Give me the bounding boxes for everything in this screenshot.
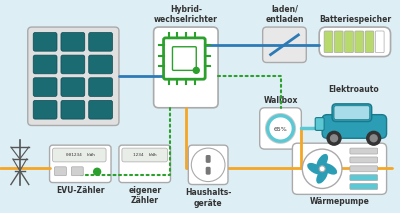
FancyBboxPatch shape bbox=[61, 78, 85, 96]
FancyBboxPatch shape bbox=[324, 31, 333, 53]
FancyBboxPatch shape bbox=[319, 27, 390, 57]
FancyBboxPatch shape bbox=[33, 32, 57, 51]
Text: Elektroauto: Elektroauto bbox=[328, 85, 379, 94]
Text: Haushalts-
geräte: Haushalts- geräte bbox=[185, 189, 231, 208]
Text: Wallbox: Wallbox bbox=[263, 96, 298, 105]
FancyBboxPatch shape bbox=[345, 31, 353, 53]
FancyBboxPatch shape bbox=[54, 167, 66, 176]
Ellipse shape bbox=[321, 163, 337, 175]
Text: 65%: 65% bbox=[274, 127, 287, 132]
FancyBboxPatch shape bbox=[206, 155, 211, 163]
FancyBboxPatch shape bbox=[315, 118, 324, 130]
Text: Hybrid-
wechselrichter: Hybrid- wechselrichter bbox=[154, 5, 218, 24]
FancyBboxPatch shape bbox=[154, 27, 218, 108]
FancyBboxPatch shape bbox=[350, 148, 378, 154]
FancyBboxPatch shape bbox=[122, 148, 168, 162]
FancyBboxPatch shape bbox=[33, 100, 57, 119]
FancyBboxPatch shape bbox=[89, 78, 112, 96]
FancyBboxPatch shape bbox=[350, 157, 378, 163]
Text: Wärmepumpe: Wärmepumpe bbox=[310, 197, 370, 206]
FancyBboxPatch shape bbox=[350, 166, 378, 172]
FancyBboxPatch shape bbox=[172, 47, 196, 70]
Circle shape bbox=[193, 67, 199, 73]
Text: Batteriespeicher: Batteriespeicher bbox=[319, 15, 391, 24]
FancyBboxPatch shape bbox=[334, 31, 343, 53]
FancyBboxPatch shape bbox=[89, 32, 112, 51]
Circle shape bbox=[302, 149, 342, 189]
FancyBboxPatch shape bbox=[355, 31, 364, 53]
Circle shape bbox=[266, 114, 295, 143]
FancyBboxPatch shape bbox=[33, 55, 57, 74]
FancyBboxPatch shape bbox=[71, 167, 83, 176]
Circle shape bbox=[330, 135, 338, 142]
FancyBboxPatch shape bbox=[365, 31, 374, 53]
Text: EVU-Zähler: EVU-Zähler bbox=[56, 186, 104, 194]
FancyBboxPatch shape bbox=[263, 27, 306, 62]
FancyBboxPatch shape bbox=[375, 31, 384, 53]
Ellipse shape bbox=[316, 168, 328, 184]
Text: 001234  kWh: 001234 kWh bbox=[66, 153, 95, 157]
FancyBboxPatch shape bbox=[61, 32, 85, 51]
Circle shape bbox=[370, 135, 377, 142]
FancyBboxPatch shape bbox=[119, 145, 170, 183]
FancyBboxPatch shape bbox=[33, 78, 57, 96]
Text: eigener
Zähler: eigener Zähler bbox=[128, 186, 161, 205]
Ellipse shape bbox=[316, 154, 328, 170]
FancyBboxPatch shape bbox=[292, 143, 386, 194]
Circle shape bbox=[367, 131, 381, 145]
Ellipse shape bbox=[307, 163, 323, 175]
FancyBboxPatch shape bbox=[164, 38, 205, 79]
FancyBboxPatch shape bbox=[28, 27, 119, 125]
FancyBboxPatch shape bbox=[350, 175, 378, 181]
FancyBboxPatch shape bbox=[52, 148, 106, 162]
FancyBboxPatch shape bbox=[89, 55, 112, 74]
FancyBboxPatch shape bbox=[89, 100, 112, 119]
FancyBboxPatch shape bbox=[334, 106, 370, 119]
FancyBboxPatch shape bbox=[61, 100, 85, 119]
FancyBboxPatch shape bbox=[332, 104, 372, 122]
FancyBboxPatch shape bbox=[260, 108, 301, 149]
Circle shape bbox=[191, 148, 225, 181]
FancyBboxPatch shape bbox=[322, 115, 386, 138]
Text: laden/
entladen: laden/ entladen bbox=[265, 5, 304, 24]
FancyBboxPatch shape bbox=[350, 184, 378, 189]
Circle shape bbox=[319, 166, 325, 172]
FancyBboxPatch shape bbox=[188, 145, 228, 184]
FancyBboxPatch shape bbox=[50, 145, 111, 183]
Circle shape bbox=[327, 131, 341, 145]
Text: 1234  kWh: 1234 kWh bbox=[133, 153, 156, 157]
FancyBboxPatch shape bbox=[61, 55, 85, 74]
FancyBboxPatch shape bbox=[206, 167, 211, 175]
Circle shape bbox=[94, 168, 101, 175]
